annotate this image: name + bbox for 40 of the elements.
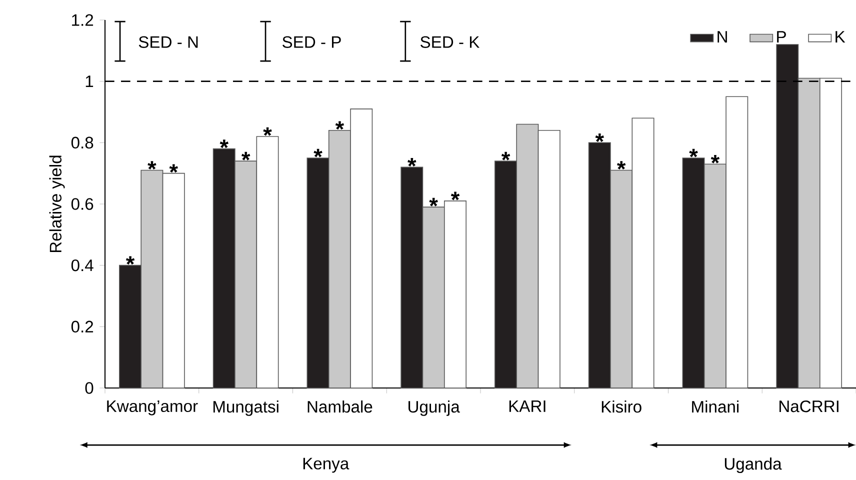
data-label: * <box>689 148 698 158</box>
annotation: SED - K <box>420 36 480 48</box>
data-label: * <box>169 164 178 173</box>
y-tick-label: 0.6 <box>71 198 94 210</box>
x-tick-label: Kwang’amor <box>107 400 198 416</box>
y-tick-label: 1 <box>86 76 94 88</box>
x-tick-label: Nambale <box>308 400 372 413</box>
y-tick-label: 0.2 <box>71 320 94 333</box>
data-label: * <box>335 121 344 130</box>
data-label: * <box>314 148 322 158</box>
data-label: * <box>616 161 626 170</box>
x-tick-label: Mungatsi <box>213 400 278 416</box>
annotation: SED - N <box>138 36 198 48</box>
y-tick-label: 0.4 <box>71 259 94 272</box>
legend-label: P <box>777 31 786 43</box>
x-tick-label: KARI <box>509 400 546 412</box>
x-tick-label: Minani <box>692 400 739 413</box>
data-label: * <box>241 152 250 160</box>
data-label: * <box>595 134 604 142</box>
y-axis-title: Relative yield <box>49 156 65 252</box>
x-tick-label: Ugunja <box>408 400 460 416</box>
y-tick-label: 0.8 <box>71 136 94 149</box>
x-tick-label: NaCRRI <box>780 400 838 412</box>
text: Kenya <box>303 458 350 473</box>
data-label: * <box>710 154 720 164</box>
data-label: * <box>263 127 272 136</box>
data-label: * <box>450 192 460 200</box>
legend-label: K <box>836 31 846 43</box>
data-label: * <box>220 140 229 148</box>
annotation: SED - P <box>282 36 341 48</box>
legend-label: N <box>718 31 727 43</box>
data-label: * <box>429 198 438 206</box>
data-label: * <box>148 161 156 170</box>
data-label: * <box>126 256 135 265</box>
y-tick-label: 1.2 <box>72 14 94 26</box>
text: Uganda <box>724 458 782 474</box>
y-tick-label: 0 <box>85 382 94 394</box>
x-tick-label: Kisiro <box>602 400 642 413</box>
data-label: * <box>501 152 510 160</box>
data-label: * <box>408 158 416 166</box>
